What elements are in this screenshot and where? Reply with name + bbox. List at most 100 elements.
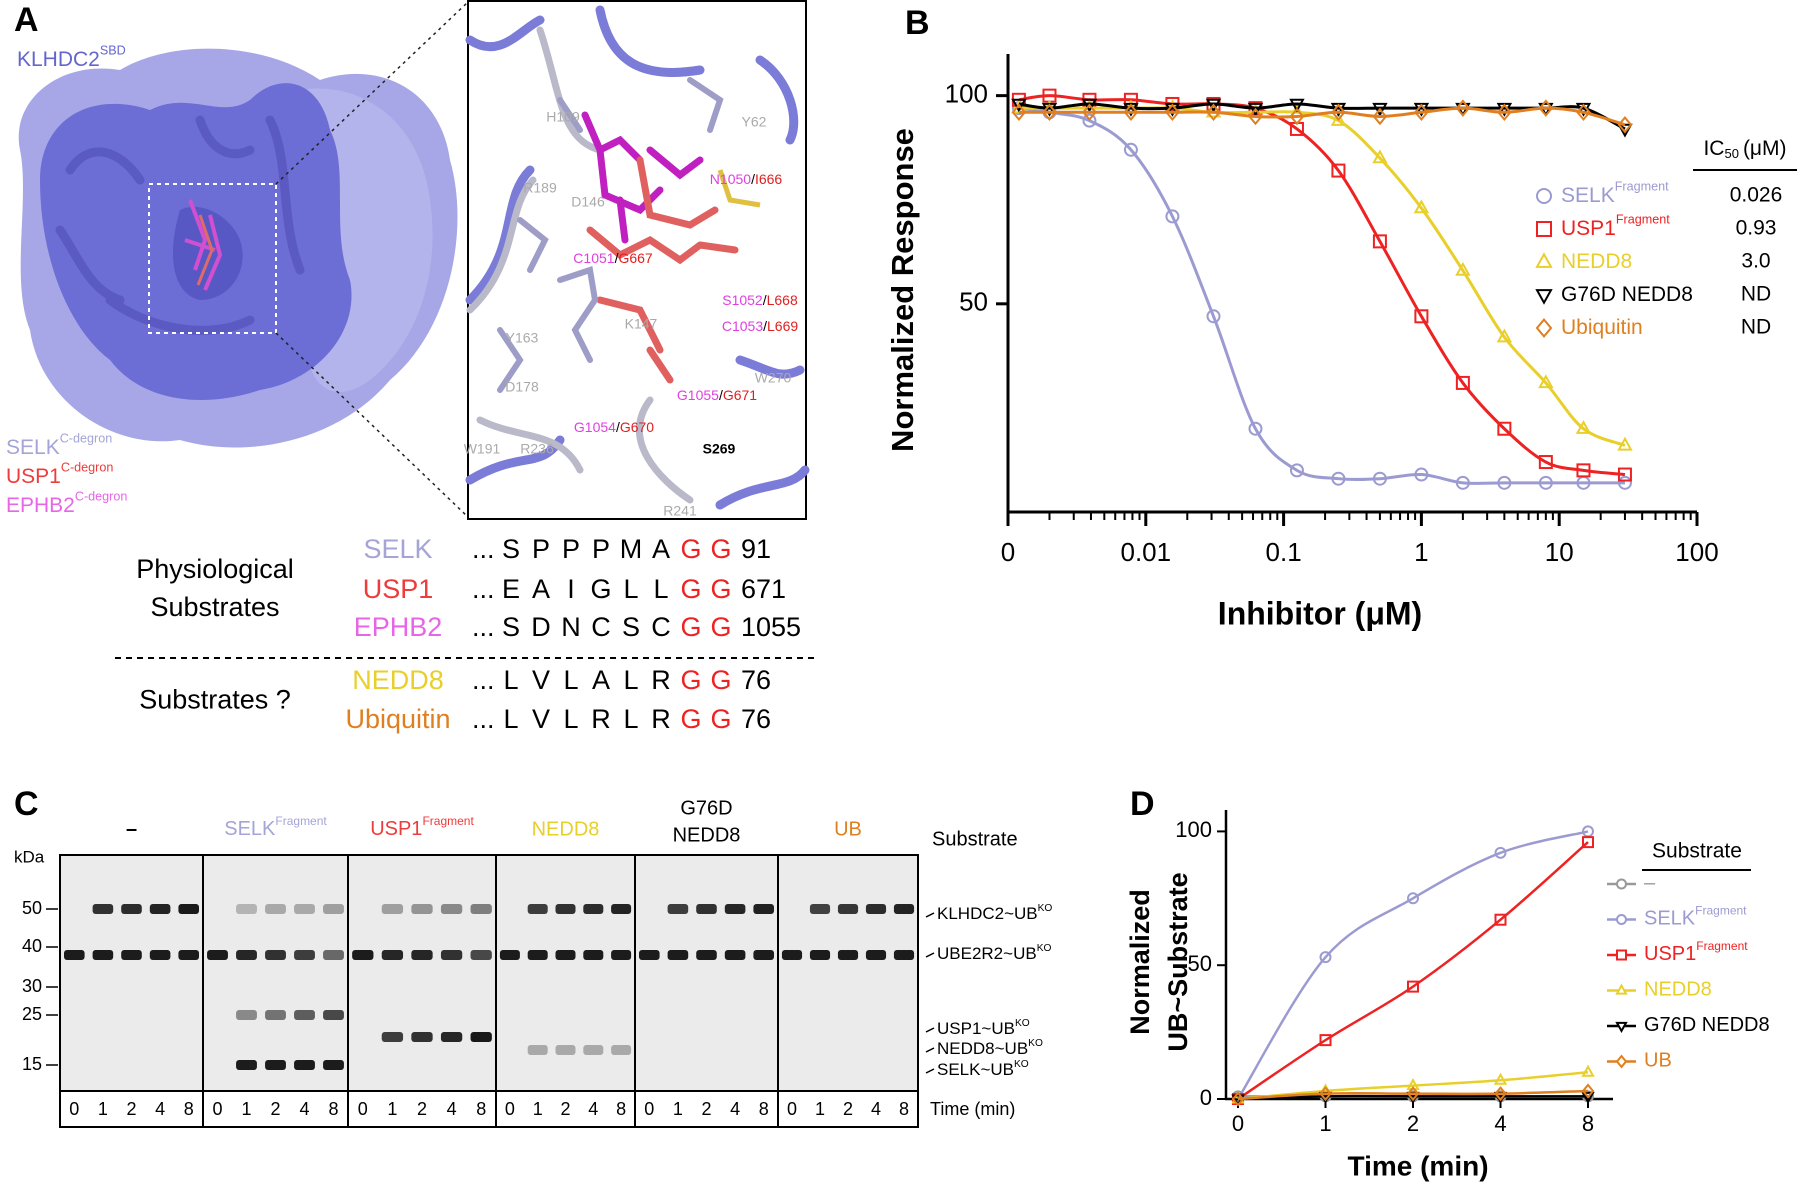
lane-group-label-sup: Fragment — [422, 814, 474, 828]
ladder-label: 50 — [22, 898, 42, 918]
legend-marker — [1615, 1054, 1628, 1069]
time-label: 1 — [673, 1099, 683, 1119]
legend-label-main: Ubiquitin — [1561, 316, 1643, 339]
gel-band — [121, 950, 142, 960]
time-label: 8 — [328, 1099, 338, 1119]
residue: L — [653, 574, 668, 604]
residue-label: C1053/L669 — [722, 318, 799, 334]
time-label: 4 — [299, 1099, 309, 1119]
band-label-main: UBE2R2~UB — [937, 944, 1037, 963]
marker — [1248, 421, 1263, 436]
marker — [1582, 836, 1594, 849]
y-tick-label: 100 — [1175, 817, 1212, 842]
gel-band — [294, 950, 315, 960]
time-label: 1 — [533, 1099, 543, 1119]
legend-label-main: SELK — [1644, 908, 1696, 930]
gel-band — [352, 950, 374, 960]
marker — [1617, 467, 1632, 482]
gel-band — [236, 950, 257, 960]
band-label-sup: KO — [1028, 1038, 1043, 1049]
motif-residue: G — [710, 665, 731, 695]
gel-band — [893, 904, 915, 914]
x-tick-label: 1 — [1414, 537, 1428, 567]
time-label: 2 — [126, 1099, 136, 1119]
gel-band — [696, 904, 717, 914]
ic50-value: ND — [1741, 316, 1771, 339]
protein-label-sup: SBD — [100, 44, 126, 58]
x-tick-label: 2 — [1407, 1111, 1419, 1136]
degron-label-main: SELK — [6, 436, 60, 459]
band-pointer — [925, 1068, 935, 1074]
marker — [1081, 98, 1098, 113]
gel-band — [837, 950, 859, 960]
gel-band — [837, 904, 859, 914]
residue-position: 671 — [741, 574, 786, 604]
y-axis-label: UB~Substrate — [1163, 872, 1193, 1051]
marker — [1538, 475, 1553, 490]
gel-band — [555, 904, 576, 914]
band-label-main: NEDD8~UB — [937, 1039, 1028, 1058]
marker — [1496, 328, 1513, 343]
residue-sep: / — [751, 171, 755, 187]
inset-structure — [465, 0, 810, 520]
time-label: 8 — [759, 1099, 769, 1119]
degron-label-main: USP1 — [6, 465, 61, 488]
marker — [1248, 107, 1263, 126]
marker — [1165, 103, 1180, 122]
marker — [1493, 1072, 1508, 1085]
ic50-value: 0.93 — [1736, 217, 1777, 240]
legend-marker — [1535, 318, 1553, 338]
y-tick-label: 100 — [945, 79, 988, 109]
sequence-prefix: ... — [472, 574, 495, 604]
residue-label: G1054/G670 — [574, 419, 654, 435]
residue-label: H109 — [546, 109, 580, 125]
marker — [1494, 1086, 1507, 1102]
residue: L — [623, 574, 638, 604]
gel-band — [178, 950, 199, 960]
marker — [1617, 116, 1633, 134]
marker — [1581, 1064, 1595, 1077]
marker — [1372, 107, 1388, 126]
time-label: 2 — [560, 1099, 570, 1119]
legend-label-main: USP1 — [1644, 943, 1696, 965]
protein-label: KLHDC2SBD — [17, 44, 126, 71]
gel-band — [440, 904, 463, 914]
gel-band — [440, 950, 463, 960]
gel-band — [555, 950, 576, 960]
legend-label: USP1Fragment — [1561, 213, 1670, 240]
marker — [1406, 1086, 1420, 1102]
residue: P — [562, 534, 580, 564]
y-tick-label: 50 — [959, 287, 988, 317]
marker — [1414, 309, 1429, 324]
series-line — [1237, 1089, 1589, 1101]
marker — [1011, 103, 1027, 122]
ladder-label: 30 — [22, 976, 42, 996]
substrate-name: NEDD8 — [352, 665, 444, 695]
legend-marker — [1616, 914, 1627, 925]
marker — [1455, 99, 1471, 117]
legend-marker — [1616, 949, 1627, 961]
series-line — [1237, 841, 1589, 1101]
marker — [1165, 209, 1180, 224]
residue-label: C1051/G667 — [573, 250, 653, 266]
motif-residue: G — [710, 704, 731, 734]
legend-label: NEDD8 — [1561, 250, 1632, 273]
x-tick-label: 0 — [1001, 537, 1015, 567]
band-label: UBE2R2~UBKO — [937, 943, 1051, 964]
y-tick-label: 50 — [1188, 951, 1212, 976]
marker — [1011, 98, 1027, 113]
gel-band — [207, 950, 228, 960]
marker — [1575, 420, 1592, 434]
residue-part: G667 — [618, 250, 652, 266]
residue: M — [620, 534, 643, 564]
legend-title: Substrate — [1652, 840, 1742, 863]
legend-marker — [1615, 1021, 1628, 1034]
y-axis-label: Normalized Response — [885, 128, 920, 452]
degron-label: SELKC-degron — [6, 432, 112, 459]
gel-band — [294, 1010, 315, 1020]
marker — [1538, 455, 1553, 470]
x-axis-label: Time (min) — [1347, 1150, 1488, 1181]
legend-label-main: SELK — [1561, 184, 1615, 207]
gel-band — [583, 904, 604, 914]
